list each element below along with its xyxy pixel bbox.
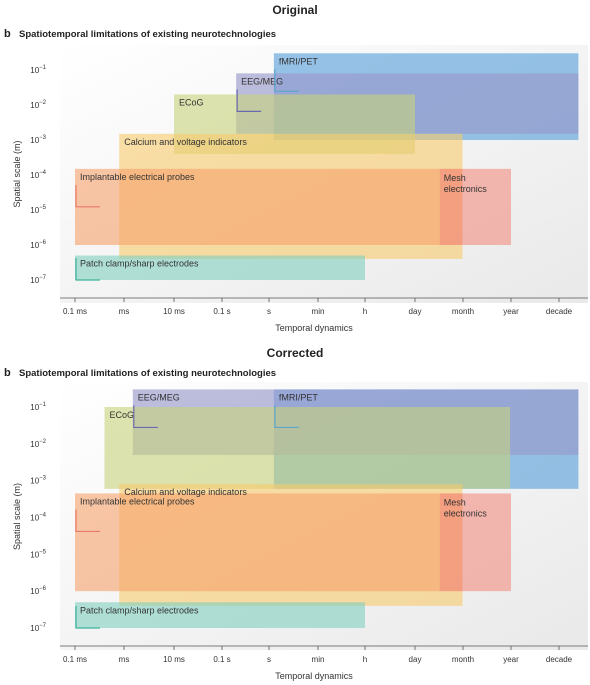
panel-title: Spatiotemporal limitations of existing n… — [19, 29, 276, 40]
x-tick-label: h — [363, 307, 367, 316]
x-axis-label: Temporal dynamics — [275, 323, 353, 333]
y-tick-label: 10−3 — [30, 476, 46, 486]
range-rect-mesh-electronics — [439, 493, 511, 592]
series-label-ecog: ECoG — [110, 410, 135, 420]
series-label-patch-clamp-sharp-electrodes: Patch clamp/sharp electrodes — [80, 605, 199, 615]
range-rect-implantable-electrical-probes — [75, 493, 463, 592]
corner-marker-implantable-electrical-probes — [75, 509, 100, 533]
x-tick-label: day — [409, 655, 422, 664]
y-tick-label: 10−7 — [30, 623, 46, 633]
x-tick-label: year — [503, 655, 519, 664]
x-tick-label: year — [503, 307, 519, 316]
series-label-fmri-pet: fMRI/PET — [279, 56, 319, 66]
series-label-mesh-electronics: Mesh electronics — [444, 173, 488, 194]
series-label-calcium-and-voltage-indicators: Calcium and voltage indicators — [124, 487, 247, 497]
series-label-eeg-meg: EEG/MEG — [241, 76, 283, 86]
corner-marker-eeg-meg — [133, 405, 158, 429]
y-tick-label: 10−6 — [30, 586, 46, 596]
x-tick-label: month — [452, 307, 474, 316]
x-tick-label: min — [312, 655, 325, 664]
series-label-calcium-and-voltage-indicators: Calcium and voltage indicators — [124, 137, 247, 147]
y-axis-label: Spatial scale (m) — [12, 483, 22, 550]
series-label-mesh-electronics: Mesh electronics — [444, 497, 488, 518]
range-rect-patch-clamp-sharp-electrodes — [75, 602, 365, 628]
x-tick-label: ms — [119, 307, 130, 316]
panel-letter: b — [4, 367, 11, 379]
y-tick-label: 10−1 — [30, 65, 46, 75]
panel-title: Spatiotemporal limitations of existing n… — [19, 368, 276, 379]
chart-panel-original: Original b Spatiotemporal limitations of e… — [4, 3, 588, 333]
chart-panel-corrected: Corrected b Spatiotemporal limitations of … — [4, 346, 588, 681]
y-tick-label: 10−7 — [30, 275, 46, 285]
x-tick-label: 10 ms — [163, 307, 185, 316]
corner-marker-eeg-meg — [236, 89, 262, 112]
series-label-patch-clamp-sharp-electrodes: Patch clamp/sharp electrodes — [80, 259, 199, 269]
y-tick-label: 10−5 — [30, 205, 46, 215]
corner-marker-fmri-pet — [274, 69, 299, 92]
y-tick-label: 10−6 — [30, 240, 46, 250]
x-tick-label: s — [267, 655, 271, 664]
series-label-ecog: ECoG — [179, 97, 204, 107]
x-tick-label: month — [452, 655, 474, 664]
range-rect-ecog — [104, 407, 511, 489]
y-tick-label: 10−3 — [30, 135, 46, 145]
series-label-fmri-pet: fMRI/PET — [279, 392, 319, 402]
section-title: Corrected — [267, 346, 324, 360]
panel-letter: b — [4, 28, 11, 40]
y-tick-label: 10−1 — [30, 402, 46, 412]
x-tick-label: decade — [546, 307, 573, 316]
range-rect-patch-clamp-sharp-electrodes — [75, 255, 365, 280]
section-title: Original — [272, 3, 317, 17]
x-tick-label: day — [409, 307, 422, 316]
x-tick-label: h — [363, 655, 367, 664]
x-tick-label: 0.1 s — [213, 307, 230, 316]
series-label-implantable-electrical-probes: Implantable electrical probes — [80, 496, 195, 506]
corner-marker-patch-clamp-sharp-electrodes — [75, 258, 100, 281]
x-tick-label: 0.1 ms — [63, 307, 87, 316]
y-tick-label: 10−2 — [30, 439, 46, 449]
x-tick-label: 0.1 ms — [63, 655, 87, 664]
series-label-eeg-meg: EEG/MEG — [138, 392, 180, 402]
y-tick-label: 10−5 — [30, 549, 46, 559]
x-tick-label: ms — [119, 655, 130, 664]
y-tick-label: 10−2 — [30, 100, 46, 110]
x-tick-label: decade — [546, 655, 573, 664]
y-tick-label: 10−4 — [30, 513, 46, 523]
y-axis-label: Spatial scale (m) — [12, 140, 22, 207]
x-tick-label: s — [267, 307, 271, 316]
range-rect-implantable-electrical-probes — [75, 168, 463, 245]
x-axis-label: Temporal dynamics — [275, 671, 353, 681]
x-tick-label: 0.1 s — [213, 655, 230, 664]
x-tick-label: min — [312, 307, 325, 316]
corner-marker-fmri-pet — [274, 405, 299, 429]
corner-marker-implantable-electrical-probes — [75, 184, 100, 208]
y-tick-label: 10−4 — [30, 170, 46, 180]
range-rect-mesh-electronics — [439, 168, 511, 245]
series-label-implantable-electrical-probes: Implantable electrical probes — [80, 172, 195, 182]
corner-marker-patch-clamp-sharp-electrodes — [75, 606, 100, 629]
x-tick-label: 10 ms — [163, 655, 185, 664]
